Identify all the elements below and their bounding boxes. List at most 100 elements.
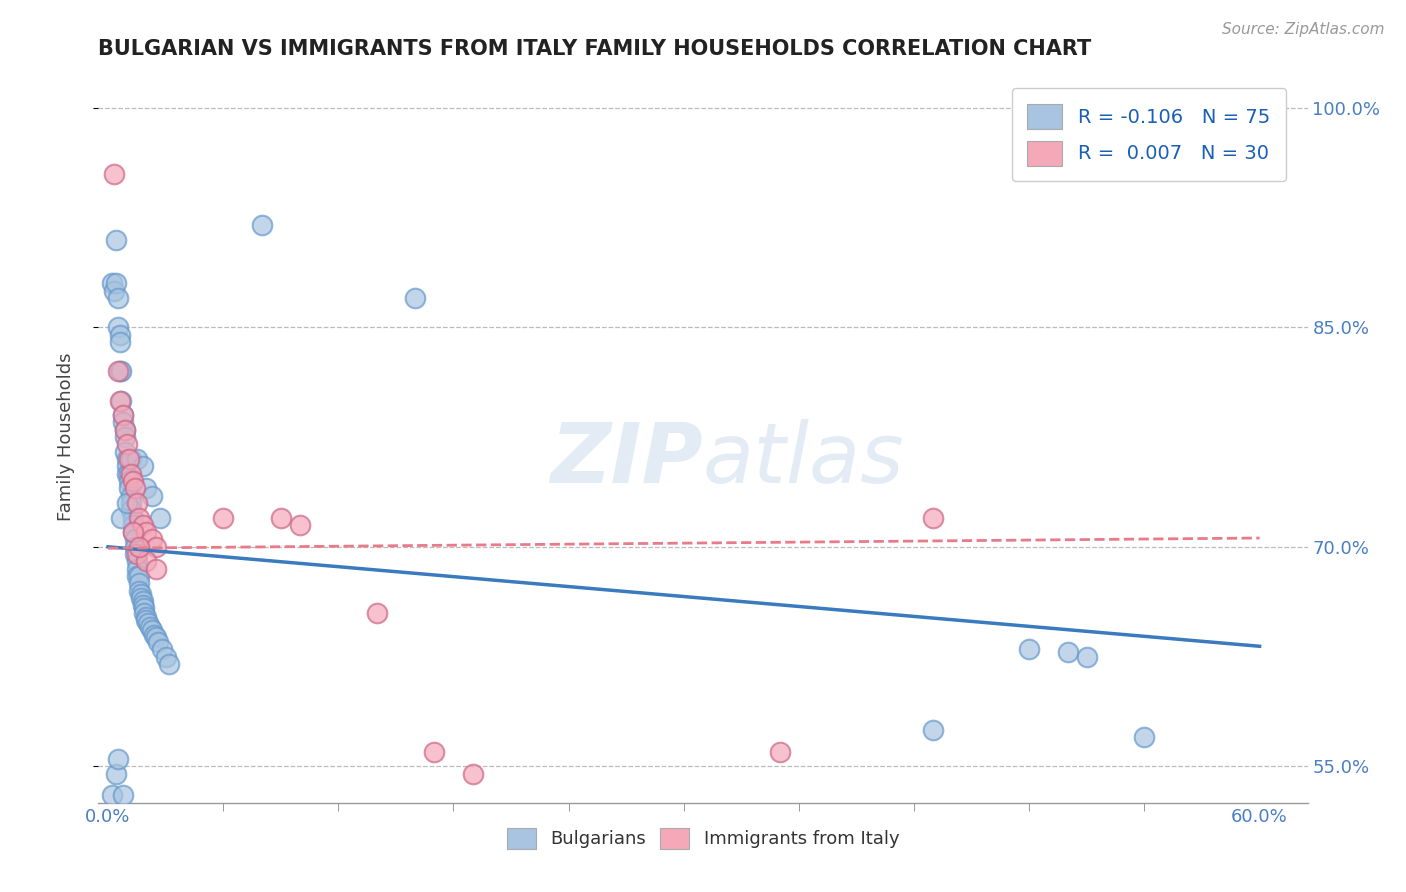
Point	[519, 818, 541, 832]
Point	[146, 635, 169, 649]
Point	[129, 591, 152, 605]
Point	[128, 540, 150, 554]
Point	[135, 613, 157, 627]
Point	[110, 393, 132, 408]
Point	[404, 291, 426, 305]
Point	[135, 610, 157, 624]
Point	[150, 642, 173, 657]
Point	[125, 496, 148, 510]
Point	[135, 554, 157, 568]
Point	[129, 586, 152, 600]
Point	[118, 474, 141, 488]
Point	[114, 430, 136, 444]
Text: atlas: atlas	[703, 418, 904, 500]
Point	[118, 481, 141, 495]
Point	[124, 547, 146, 561]
Point	[120, 503, 142, 517]
Point	[131, 599, 153, 613]
Point	[110, 364, 132, 378]
Point	[125, 554, 148, 568]
Point	[120, 467, 142, 481]
Point	[120, 496, 142, 510]
Point	[115, 496, 138, 510]
Point	[107, 364, 129, 378]
Point	[155, 649, 177, 664]
Point	[122, 525, 145, 540]
Point	[159, 657, 181, 671]
Point	[125, 547, 148, 561]
Point	[128, 510, 150, 524]
Point	[128, 583, 150, 598]
Point	[122, 517, 145, 532]
Text: BULGARIAN VS IMMIGRANTS FROM ITALY FAMILY HOUSEHOLDS CORRELATION CHART: BULGARIAN VS IMMIGRANTS FROM ITALY FAMIL…	[98, 38, 1091, 59]
Point	[141, 489, 163, 503]
Point	[135, 525, 157, 540]
Point	[118, 452, 141, 467]
Point	[922, 723, 945, 737]
Point	[139, 620, 162, 634]
Point	[120, 489, 142, 503]
Point	[366, 606, 388, 620]
Point	[270, 510, 292, 524]
Point	[131, 517, 153, 532]
Point	[145, 631, 167, 645]
Point	[136, 615, 159, 630]
Point	[135, 481, 157, 495]
Point	[115, 452, 138, 467]
Text: Source: ZipAtlas.com: Source: ZipAtlas.com	[1222, 22, 1385, 37]
Point	[108, 393, 131, 408]
Point	[101, 277, 124, 291]
Point	[110, 510, 132, 524]
Point	[1076, 649, 1098, 664]
Point	[134, 601, 156, 615]
Point	[769, 745, 792, 759]
Point	[103, 284, 125, 298]
Point	[108, 327, 131, 342]
Point	[112, 408, 135, 422]
Point	[108, 334, 131, 349]
Point	[101, 789, 124, 803]
Point	[128, 569, 150, 583]
Point	[122, 525, 145, 540]
Point	[212, 510, 235, 524]
Point	[124, 533, 146, 547]
Point	[112, 416, 135, 430]
Point	[104, 766, 127, 780]
Point	[114, 423, 136, 437]
Point	[115, 818, 138, 832]
Point	[131, 459, 153, 474]
Point	[1056, 645, 1078, 659]
Y-axis label: Family Households: Family Households	[56, 353, 75, 521]
Point	[118, 467, 141, 481]
Point	[115, 467, 138, 481]
Point	[461, 766, 484, 780]
Point	[149, 510, 172, 524]
Point	[143, 627, 166, 641]
Text: ZIP: ZIP	[550, 418, 703, 500]
Point	[107, 320, 129, 334]
Point	[103, 167, 125, 181]
Point	[112, 789, 135, 803]
Point	[114, 444, 136, 458]
Point	[124, 481, 146, 495]
Point	[115, 437, 138, 451]
Point	[145, 540, 167, 554]
Point	[112, 408, 135, 422]
Point	[1018, 642, 1040, 657]
Point	[108, 364, 131, 378]
Point	[250, 218, 273, 232]
Point	[131, 594, 153, 608]
Point	[107, 752, 129, 766]
Point	[120, 452, 142, 467]
Point	[141, 623, 163, 637]
Point	[423, 745, 446, 759]
Point	[128, 576, 150, 591]
Point	[141, 533, 163, 547]
Point	[125, 452, 148, 467]
Point	[115, 459, 138, 474]
Point	[125, 562, 148, 576]
Point	[104, 277, 127, 291]
Point	[922, 510, 945, 524]
Point	[122, 474, 145, 488]
Point	[134, 606, 156, 620]
